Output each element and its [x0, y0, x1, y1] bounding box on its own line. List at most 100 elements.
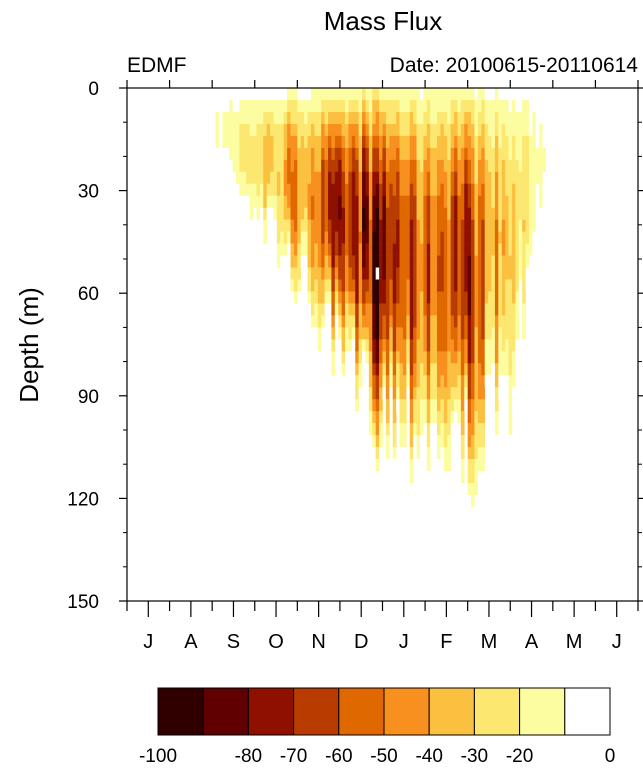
heatmap-cell: [426, 111, 431, 125]
heatmap-cell: [600, 159, 605, 173]
heatmap-cell: [341, 351, 346, 364]
heatmap-cell: [419, 447, 424, 460]
heatmap-cell: [498, 387, 503, 400]
heatmap-cell: [413, 123, 417, 137]
heatmap-cell: [460, 327, 465, 340]
heatmap-cell: [481, 243, 485, 256]
x-tick-label: J: [612, 631, 622, 653]
heatmap-cell: [334, 183, 339, 197]
heatmap-cell: [334, 171, 339, 185]
heatmap-cell: [433, 147, 438, 161]
heatmap-cell: [419, 183, 424, 197]
heatmap-cell: [491, 327, 496, 340]
heatmap-cell: [426, 303, 431, 316]
heatmap-cell: [406, 339, 411, 352]
heatmap-cell: [399, 207, 404, 220]
heatmap-cell: [477, 423, 482, 436]
heatmap-cell: [457, 387, 462, 400]
heatmap-cell: [593, 99, 598, 113]
heatmap-cell: [508, 171, 513, 185]
heatmap-cell: [508, 411, 513, 424]
heatmap-cell: [477, 411, 482, 424]
heatmap-cell: [437, 207, 441, 220]
heatmap-cell: [266, 135, 271, 149]
heatmap-cell: [236, 135, 240, 149]
heatmap-cell: [593, 147, 598, 161]
heatmap-cell: [454, 315, 458, 328]
heatmap-cell: [528, 183, 533, 197]
heatmap-cell: [372, 255, 376, 268]
heatmap-cell: [477, 351, 482, 364]
heatmap-cell: [426, 351, 431, 364]
heatmap-cell: [263, 99, 267, 113]
heatmap-cell: [321, 123, 325, 137]
heatmap-cell: [443, 207, 448, 220]
heatmap-cell: [321, 183, 325, 197]
heatmap-cell: [566, 111, 571, 125]
heatmap-cell: [464, 255, 468, 268]
heatmap-cell: [416, 399, 421, 412]
heatmap-cell: [280, 147, 285, 161]
heatmap-cell: [494, 88, 499, 101]
heatmap-cell: [375, 243, 380, 256]
heatmap-cell: [494, 267, 499, 280]
heatmap-cell: [491, 231, 496, 244]
heatmap-cell: [259, 183, 264, 197]
heatmap-cell: [345, 147, 349, 161]
heatmap-cell: [423, 231, 428, 244]
heatmap-cell: [348, 339, 353, 352]
heatmap-cell: [372, 135, 376, 149]
heatmap-cell: [242, 123, 247, 137]
heatmap-cell: [389, 267, 394, 280]
heatmap-cell: [331, 291, 336, 304]
heatmap-cell: [385, 303, 390, 316]
heatmap-cell: [283, 147, 288, 161]
x-tick-label: A: [525, 631, 539, 653]
heatmap-cell: [563, 183, 567, 197]
heatmap-cell: [324, 219, 329, 232]
heatmap-cell: [518, 111, 523, 125]
heatmap-cell: [385, 111, 390, 125]
heatmap-cell: [355, 315, 359, 328]
heatmap-cell: [539, 111, 543, 125]
heatmap-cell: [440, 387, 445, 400]
heatmap-cell: [375, 279, 380, 292]
heatmap-cell: [362, 315, 366, 328]
heatmap-cell: [389, 159, 394, 173]
heatmap-cell: [406, 171, 411, 185]
heatmap-cell: [559, 99, 564, 113]
heatmap-cell: [334, 195, 339, 208]
heatmap-cell: [409, 243, 414, 256]
heatmap-cell: [474, 291, 479, 304]
heatmap-cell: [259, 207, 264, 220]
heatmap-cell: [409, 99, 414, 113]
heatmap-cell: [566, 183, 571, 197]
heatmap-cell: [358, 111, 363, 125]
heatmap-cell: [467, 207, 472, 220]
heatmap-cell: [304, 99, 308, 113]
heatmap-cell: [379, 327, 383, 340]
heatmap-cell: [430, 207, 434, 220]
heatmap-cell: [437, 303, 441, 316]
heatmap-cell: [368, 267, 373, 280]
heatmap-cell: [399, 183, 404, 197]
heatmap-cell: [266, 147, 271, 161]
heatmap-cell: [416, 363, 421, 376]
heatmap-cell: [464, 147, 468, 161]
colorbar-label: -20: [506, 746, 533, 767]
heatmap-cell: [423, 195, 428, 208]
heatmap-cell: [242, 99, 247, 113]
heatmap-cell: [389, 291, 394, 304]
heatmap-cell: [416, 159, 421, 173]
heatmap-cell: [310, 135, 315, 149]
heatmap-cell: [508, 447, 513, 460]
heatmap-cell: [440, 339, 445, 352]
heatmap-cell: [569, 195, 574, 208]
heatmap-cell: [348, 303, 353, 316]
heatmap-cell: [566, 147, 571, 161]
heatmap-cell: [440, 411, 445, 424]
heatmap-cell: [368, 243, 373, 256]
heatmap-cell: [293, 159, 298, 173]
heatmap-cell: [546, 147, 550, 161]
heatmap-cell: [457, 423, 462, 436]
